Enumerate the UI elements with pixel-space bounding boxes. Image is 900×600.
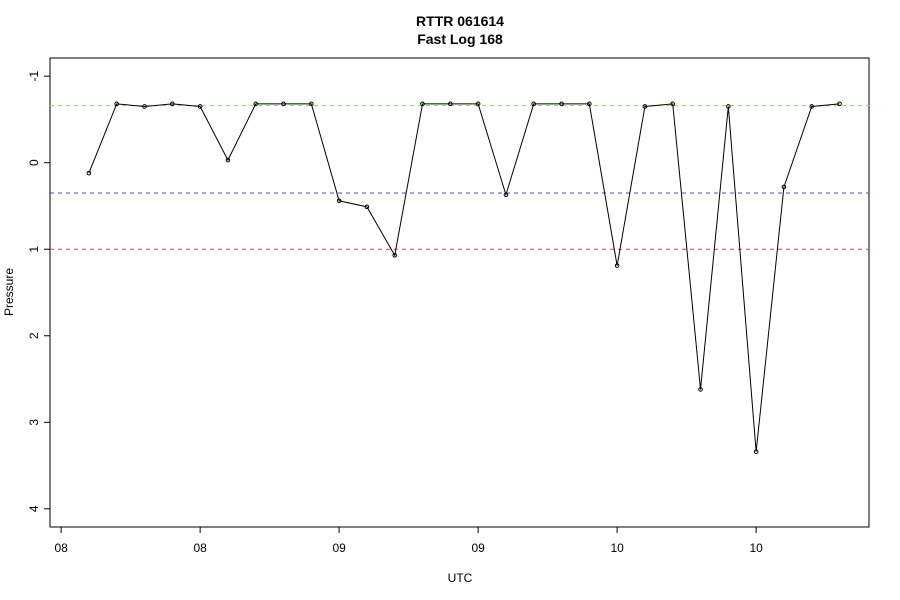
- data-point: [642, 104, 648, 109]
- data-point: [86, 170, 92, 176]
- data-point: [475, 101, 481, 107]
- data-point: [753, 449, 759, 455]
- x-axis-label: UTC: [448, 571, 473, 585]
- data-point: [503, 192, 509, 198]
- y-tick-label: 1: [27, 246, 41, 253]
- data-line: [88, 103, 840, 452]
- data-point: [448, 101, 453, 107]
- data-point: [197, 104, 203, 109]
- data-point: [309, 101, 314, 107]
- data-point: [170, 101, 175, 107]
- y-tick-label: 2: [27, 332, 41, 339]
- chart-subtitle: Fast Log 168: [417, 31, 503, 47]
- data-point: [614, 263, 620, 268]
- data-point: [392, 252, 398, 258]
- data-point: [781, 184, 787, 190]
- data-point: [698, 387, 703, 392]
- x-tick-label: 09: [332, 541, 346, 555]
- data-point: [114, 101, 120, 107]
- y-axis-label: Pressure: [2, 268, 16, 316]
- y-tick-label: 0: [27, 159, 41, 166]
- data-point: [726, 104, 731, 109]
- y-tick-label: 4: [27, 505, 41, 512]
- data-point: [531, 101, 537, 107]
- data-point: [336, 198, 342, 204]
- data-point: [809, 104, 815, 109]
- y-tick-label: -1: [27, 71, 41, 82]
- x-tick-label: 08: [54, 541, 68, 555]
- data-point: [225, 157, 231, 163]
- data-point: [253, 101, 259, 107]
- data-point: [142, 104, 147, 109]
- plot-frame: [49, 57, 870, 528]
- data-point: [670, 101, 676, 107]
- x-tick-label: 10: [610, 541, 624, 555]
- data-point: [281, 101, 286, 107]
- data-point: [587, 101, 592, 107]
- data-point: [559, 101, 564, 107]
- x-tick-label: 10: [749, 541, 763, 555]
- data-point: [837, 101, 842, 107]
- data-point: [364, 204, 370, 210]
- chart-title: RTTR 061614: [416, 13, 504, 29]
- x-tick-label: 09: [471, 541, 485, 555]
- data-point: [420, 101, 425, 107]
- x-tick-label: 08: [193, 541, 207, 555]
- y-tick-label: 3: [27, 419, 41, 426]
